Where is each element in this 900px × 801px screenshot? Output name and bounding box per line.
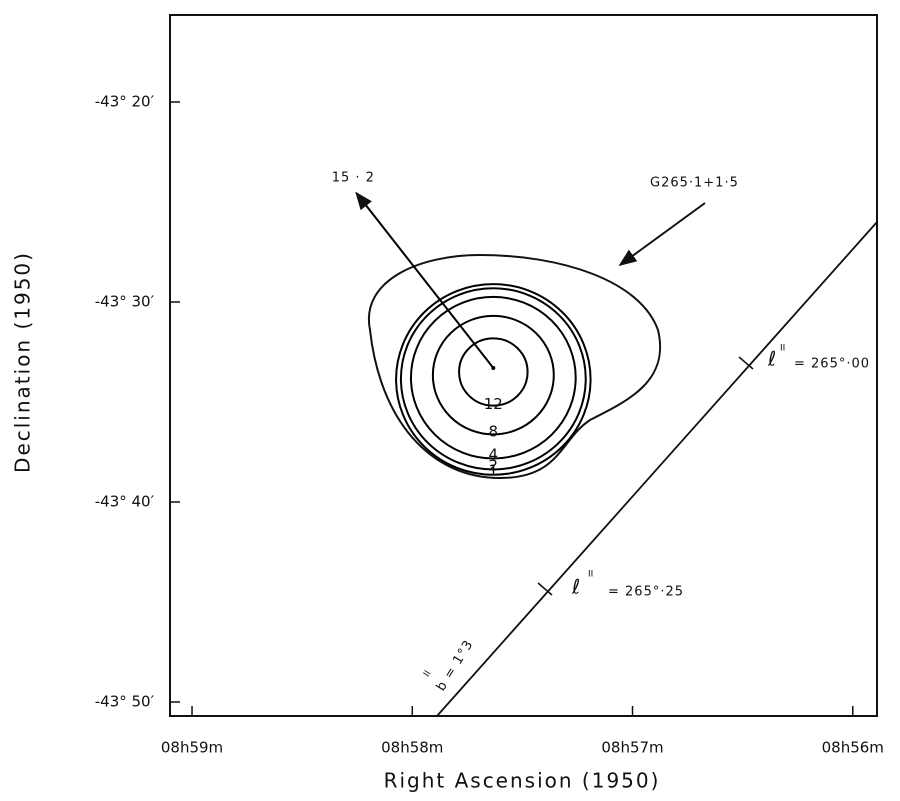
l-sup: II (588, 570, 593, 580)
galactic-tick (738, 356, 754, 370)
x-tick-label: 08h58m (381, 739, 443, 757)
y-tick-label: -43° 20′ (95, 93, 155, 111)
x-tick-label: 08h56m (822, 739, 884, 757)
source-arrow (618, 202, 706, 267)
l1-label: = 265°·00 (794, 357, 870, 372)
galactic-line (436, 221, 878, 717)
x-tick-label: 08h57m (601, 739, 663, 757)
contour-label: 1 (489, 461, 499, 479)
peak-label: 15 · 2 (332, 171, 375, 186)
y-tick-label: -43° 40′ (95, 493, 155, 511)
l2-label: = 265°·25 (608, 585, 684, 600)
contour-label: 4 (489, 446, 499, 464)
l-symbol: ℓ (767, 347, 778, 371)
l-sup: II (780, 344, 785, 354)
peak-arrow (355, 191, 495, 369)
contour (395, 283, 592, 476)
b-sup: II (422, 669, 433, 679)
y-axis-label: Declination (1950) (11, 251, 35, 473)
contour-label: 12 (484, 395, 503, 413)
x-axis-label: Right Ascension (1950) (384, 769, 661, 793)
contour (458, 337, 529, 407)
x-tick-label: 08h59m (161, 739, 223, 757)
y-tick-label: -43° 50′ (95, 693, 155, 711)
b-label: b = 1°3 (434, 637, 477, 694)
contour (409, 295, 577, 460)
source-name: G265·1+1·5 (650, 176, 739, 191)
plot-frame (169, 14, 878, 717)
source-boundary (367, 253, 661, 480)
contour-label: 8 (489, 423, 499, 441)
contour-label: 2 (489, 456, 499, 474)
l-symbol: ℓ (571, 575, 582, 599)
y-tick-label: -43° 30′ (95, 293, 155, 311)
galactic-tick (537, 582, 553, 596)
contour (399, 287, 587, 471)
contour (431, 314, 555, 436)
